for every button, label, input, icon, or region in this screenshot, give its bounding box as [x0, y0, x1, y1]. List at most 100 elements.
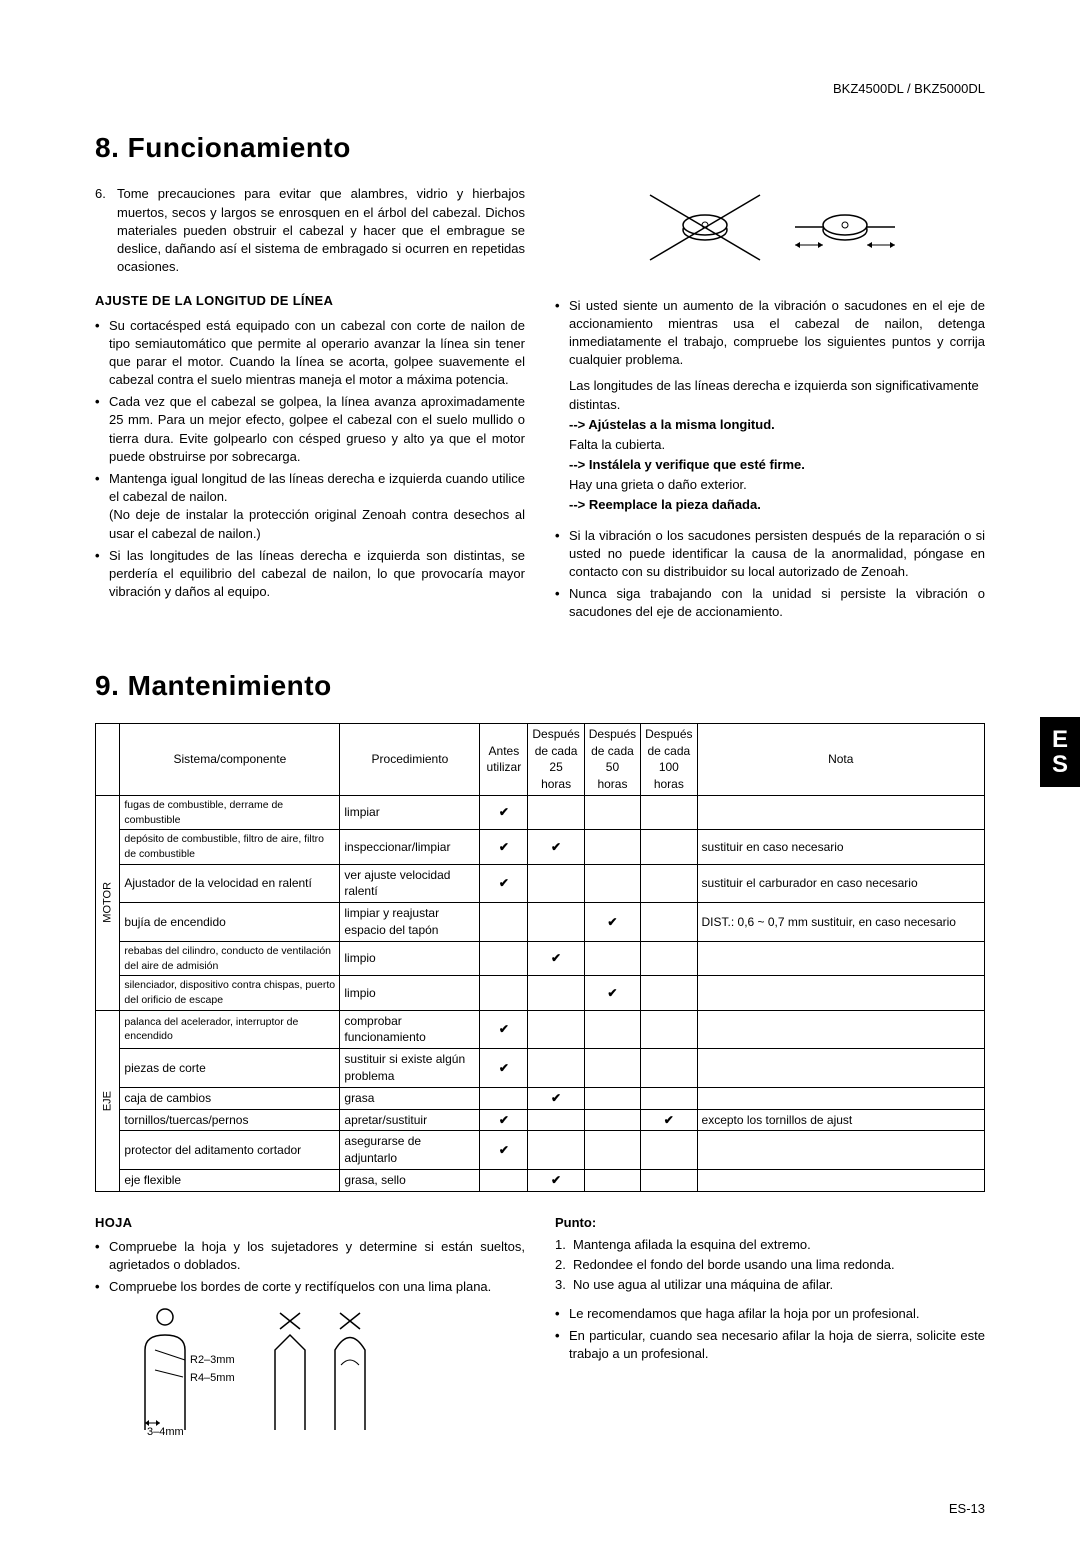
- page-number: ES-13: [95, 1500, 985, 1518]
- cell-procedure: apretar/sustituir: [340, 1109, 480, 1131]
- cell-check: [584, 1087, 640, 1109]
- cell-check: ✔: [480, 795, 528, 829]
- left-bullet-3-note: (No deje de instalar la protección origi…: [109, 507, 525, 540]
- language-tab-es: ES: [1040, 717, 1080, 787]
- arrow-2: --> Instálela y verifique que esté firme…: [555, 456, 985, 474]
- cell-check: [528, 1109, 584, 1131]
- punto-heading: Punto:: [555, 1214, 985, 1232]
- cell-note: [697, 1087, 984, 1109]
- th-50h: Despuésde cada50horas: [584, 723, 640, 795]
- punto-bullets: Le recomendamos que haga afilar la hoja …: [555, 1305, 985, 1364]
- right-top-bullets: Si usted siente un aumento de la vibraci…: [555, 297, 985, 370]
- left-bullet-2: Cada vez que el cabezal se golpea, la lí…: [95, 393, 525, 466]
- doc-header-model: BKZ4500DL / BKZ5000DL: [95, 80, 985, 98]
- cell-check: [641, 1087, 697, 1109]
- cell-check: [584, 941, 640, 975]
- cell-check: [641, 830, 697, 864]
- cell-check: [480, 903, 528, 942]
- left-bullet-4: Si las longitudes de las líneas derecha …: [95, 547, 525, 602]
- th-before: Antesutilizar: [480, 723, 528, 795]
- cell-check: [641, 1010, 697, 1049]
- cell-note: sustituir en caso necesario: [697, 830, 984, 864]
- section-9-bottom: HOJA Compruebe la hoja y los sujetadores…: [95, 1214, 985, 1440]
- nylon-head-diagram: [555, 185, 985, 280]
- cell-note: [697, 941, 984, 975]
- cell-system: tornillos/tuercas/pernos: [120, 1109, 340, 1131]
- blade-label-r4: R4–5mm: [190, 1372, 235, 1384]
- cell-check: [641, 1049, 697, 1088]
- cell-check: [641, 976, 697, 1010]
- cell-check: ✔: [528, 1170, 584, 1192]
- cell-check: ✔: [528, 830, 584, 864]
- th-procedure: Procedimiento: [340, 723, 480, 795]
- cell-procedure: inspeccionar/limpiar: [340, 830, 480, 864]
- group-label: EJE: [96, 1010, 120, 1191]
- cell-system: bujía de encendido: [120, 903, 340, 942]
- cell-system: rebabas del cilindro, conducto de ventil…: [120, 941, 340, 975]
- cell-check: [528, 1010, 584, 1049]
- group-label: MOTOR: [96, 795, 120, 1010]
- arrow-1: --> Ajústelas a la misma longitud.: [555, 416, 985, 434]
- cell-procedure: limpiar y reajustar espacio del tapón: [340, 903, 480, 942]
- cell-system: protector del aditamento cortador: [120, 1131, 340, 1170]
- item-6: 6. Tome precauciones para evitar que ala…: [95, 185, 525, 276]
- cell-check: ✔: [480, 1010, 528, 1049]
- cell-note: [697, 1049, 984, 1088]
- table-row: caja de cambiosgrasa✔: [96, 1087, 985, 1109]
- section-8-left-col: 6. Tome precauciones para evitar que ala…: [95, 185, 525, 625]
- cell-check: ✔: [480, 1131, 528, 1170]
- cell-check: [584, 1049, 640, 1088]
- right-note: Las longitudes de las líneas derecha e i…: [555, 377, 985, 413]
- cell-check: [584, 864, 640, 903]
- cell-procedure: ver ajuste velocidad ralentí: [340, 864, 480, 903]
- blade-label-bottom: 3–4mm: [147, 1426, 184, 1435]
- cell-system: eje flexible: [120, 1170, 340, 1192]
- cell-note: DIST.: 0,6 ~ 0,7 mm sustituir, en caso n…: [697, 903, 984, 942]
- maintenance-table-wrap: ES Sistema/componente Procedimiento Ante…: [95, 723, 985, 1192]
- th-25h: Despuésde cada25horas: [528, 723, 584, 795]
- cell-system: piezas de corte: [120, 1049, 340, 1088]
- section-9-title: 9. Mantenimiento: [95, 666, 985, 705]
- cell-system: Ajustador de la velocidad en ralentí: [120, 864, 340, 903]
- table-row: depósito de combustible, filtro de aire,…: [96, 830, 985, 864]
- table-row: MOTORfugas de combustible, derrame de co…: [96, 795, 985, 829]
- table-row: EJEpalanca del acelerador, interruptor d…: [96, 1010, 985, 1049]
- cell-system: silenciador, dispositivo contra chispas,…: [120, 976, 340, 1010]
- cell-note: sustituir el carburador en caso necesari…: [697, 864, 984, 903]
- th-note: Nota: [697, 723, 984, 795]
- cell-note: [697, 976, 984, 1010]
- cell-check: [641, 903, 697, 942]
- cell-check: ✔: [480, 830, 528, 864]
- right-bottom-bullet-2: Nunca siga trabajando con la unidad si p…: [555, 585, 985, 621]
- cell-check: ✔: [480, 864, 528, 903]
- cell-check: ✔: [584, 976, 640, 1010]
- punto-item-3: 3.No use agua al utilizar una máquina de…: [555, 1276, 985, 1294]
- blade-label-r2: R2–3mm: [190, 1354, 235, 1366]
- cell-note: [697, 1170, 984, 1192]
- right-bottom-bullets: Si la vibración o los sacudones persiste…: [555, 527, 985, 622]
- cell-check: ✔: [480, 1109, 528, 1131]
- line-length-heading: AJUSTE DE LA LONGITUD DE LÍNEA: [95, 292, 525, 310]
- cell-check: ✔: [528, 1087, 584, 1109]
- hoja-bullets: Compruebe la hoja y los sujetadores y de…: [95, 1238, 525, 1297]
- left-bullet-3: Mantenga igual longitud de las líneas de…: [95, 470, 525, 543]
- left-bullet-list: Su cortacésped está equipado con un cabe…: [95, 317, 525, 602]
- punto-item-2: 2.Redondee el fondo del borde usando una…: [555, 1256, 985, 1274]
- cell-check: [641, 795, 697, 829]
- table-row: protector del aditamento cortadorasegura…: [96, 1131, 985, 1170]
- th-system: Sistema/componente: [120, 723, 340, 795]
- cell-check: [528, 1049, 584, 1088]
- cell-check: [641, 941, 697, 975]
- cell-note: [697, 795, 984, 829]
- cell-procedure: limpio: [340, 941, 480, 975]
- arrow-2-text: Hay una grieta o daño exterior.: [555, 476, 985, 494]
- section-8-title: 8. Funcionamiento: [95, 128, 985, 167]
- cell-check: [480, 941, 528, 975]
- punto-numbered-list: 1.Mantenga afilada la esquina del extrem…: [555, 1236, 985, 1295]
- hoja-col: HOJA Compruebe la hoja y los sujetadores…: [95, 1214, 525, 1440]
- arrow-3: --> Reemplace la pieza dañada.: [555, 496, 985, 514]
- cell-procedure: asegurarse de adjuntarlo: [340, 1131, 480, 1170]
- cell-check: ✔: [641, 1109, 697, 1131]
- cell-system: caja de cambios: [120, 1087, 340, 1109]
- cell-check: [641, 1170, 697, 1192]
